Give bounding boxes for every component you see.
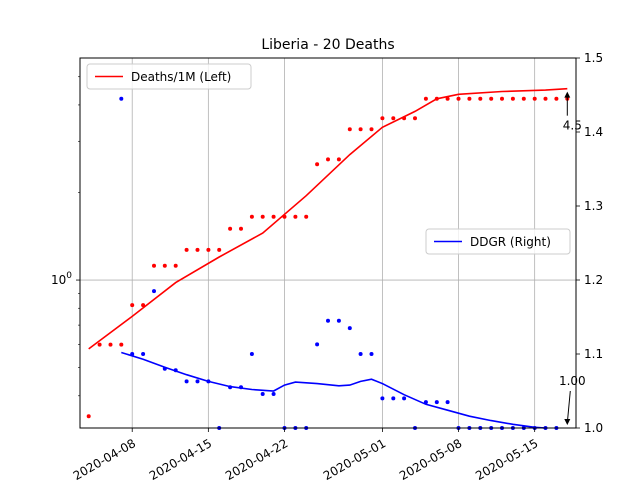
deaths-point	[108, 342, 113, 347]
deaths-point	[304, 214, 309, 219]
deaths-point	[554, 96, 559, 101]
deaths-point	[97, 342, 102, 347]
ddgr-point	[391, 396, 396, 401]
ddgr-point	[141, 352, 146, 356]
deaths-point	[141, 303, 146, 308]
deaths-point	[173, 263, 178, 268]
y-right-tick-label: 1.1	[584, 347, 603, 361]
deaths-point	[500, 96, 504, 101]
chart-title: Liberia - 20 Deaths	[261, 37, 394, 53]
deaths-point	[184, 247, 189, 252]
deaths-point	[380, 116, 385, 121]
deaths-point	[358, 127, 363, 132]
series-line-ddgr	[121, 351, 546, 429]
ddgr-point	[347, 326, 352, 331]
ddgr-point	[326, 318, 330, 323]
y-left-tick-label: 100	[51, 271, 72, 287]
series-line-deaths	[88, 87, 568, 350]
legend-box	[86, 63, 252, 90]
deaths-point	[293, 214, 298, 219]
deaths-point	[467, 96, 472, 101]
deaths-point	[532, 96, 537, 101]
deaths-point	[413, 116, 417, 121]
ddgr-point	[152, 289, 156, 294]
legend-box	[425, 228, 571, 255]
legends: Deaths/1M (Left) DDGR (Right)	[86, 63, 571, 255]
deaths-point	[228, 226, 233, 231]
ddgr-point	[336, 318, 341, 323]
ddgr-point	[315, 342, 320, 347]
deaths-point	[130, 303, 135, 308]
ddgr-point	[402, 396, 407, 401]
deaths-point	[521, 96, 526, 101]
legend-deaths: Deaths/1M (Left)	[86, 63, 252, 90]
ddgr-point	[260, 392, 265, 396]
y-right-tick-label: 1.3	[584, 199, 603, 213]
deaths-point	[489, 96, 494, 101]
deaths-point	[369, 127, 374, 132]
deaths-point	[206, 247, 211, 252]
ddgr-point	[434, 400, 439, 405]
deaths-point	[391, 116, 396, 121]
deaths-point	[478, 96, 483, 101]
ddgr-line	[121, 351, 546, 429]
deaths-point	[152, 263, 156, 268]
deaths-point	[445, 96, 450, 101]
annotations: 4.5 1.00	[559, 91, 586, 425]
ddgr-point	[369, 352, 374, 356]
deaths-point	[347, 127, 352, 132]
deaths-point	[336, 157, 341, 162]
axes-frame	[79, 57, 577, 429]
ddgr-point	[184, 379, 189, 384]
deaths-point	[86, 414, 91, 419]
deaths-point	[119, 342, 124, 347]
y-right-tick-label: 1.0	[584, 421, 603, 435]
deaths-point	[239, 226, 243, 231]
ddgr-point	[380, 396, 385, 401]
legend-label: Deaths/1M (Left)	[131, 70, 231, 84]
ddgr-point	[119, 96, 124, 101]
ddgr-point	[445, 400, 450, 405]
ddgr-point	[271, 392, 276, 396]
y-right-tick-label: 1.2	[584, 273, 603, 287]
deaths-point	[543, 96, 548, 101]
legend-label: DDGR (Right)	[470, 235, 551, 249]
deaths-point	[456, 96, 461, 101]
annotation-label: 4.5	[563, 119, 582, 133]
legend-ddgr: DDGR (Right)	[425, 228, 571, 255]
annotation-arrowhead	[564, 91, 571, 98]
y-right-tick-label: 1.4	[584, 125, 603, 139]
deaths-point	[423, 96, 428, 101]
ddgr-point	[195, 379, 200, 384]
deaths-point	[249, 214, 254, 219]
deaths-point	[315, 162, 320, 167]
annotation-ddgr: 1.00	[559, 374, 586, 425]
deaths-point	[326, 157, 330, 162]
deaths-line	[88, 87, 568, 350]
deaths-point	[195, 247, 200, 252]
ddgr-point	[358, 352, 363, 356]
annotation-deaths: 4.5	[563, 91, 582, 133]
annotation-arrowhead	[564, 419, 571, 425]
y-right-tick-label: 1.5	[584, 51, 603, 65]
annotation-label: 1.00	[559, 374, 586, 388]
annotation-arrow	[566, 390, 571, 424]
deaths-point	[260, 214, 265, 219]
ddgr-point	[249, 352, 254, 356]
deaths-point	[217, 247, 222, 252]
deaths-point	[271, 214, 276, 219]
deaths-point	[510, 96, 515, 101]
deaths-point	[162, 263, 167, 268]
